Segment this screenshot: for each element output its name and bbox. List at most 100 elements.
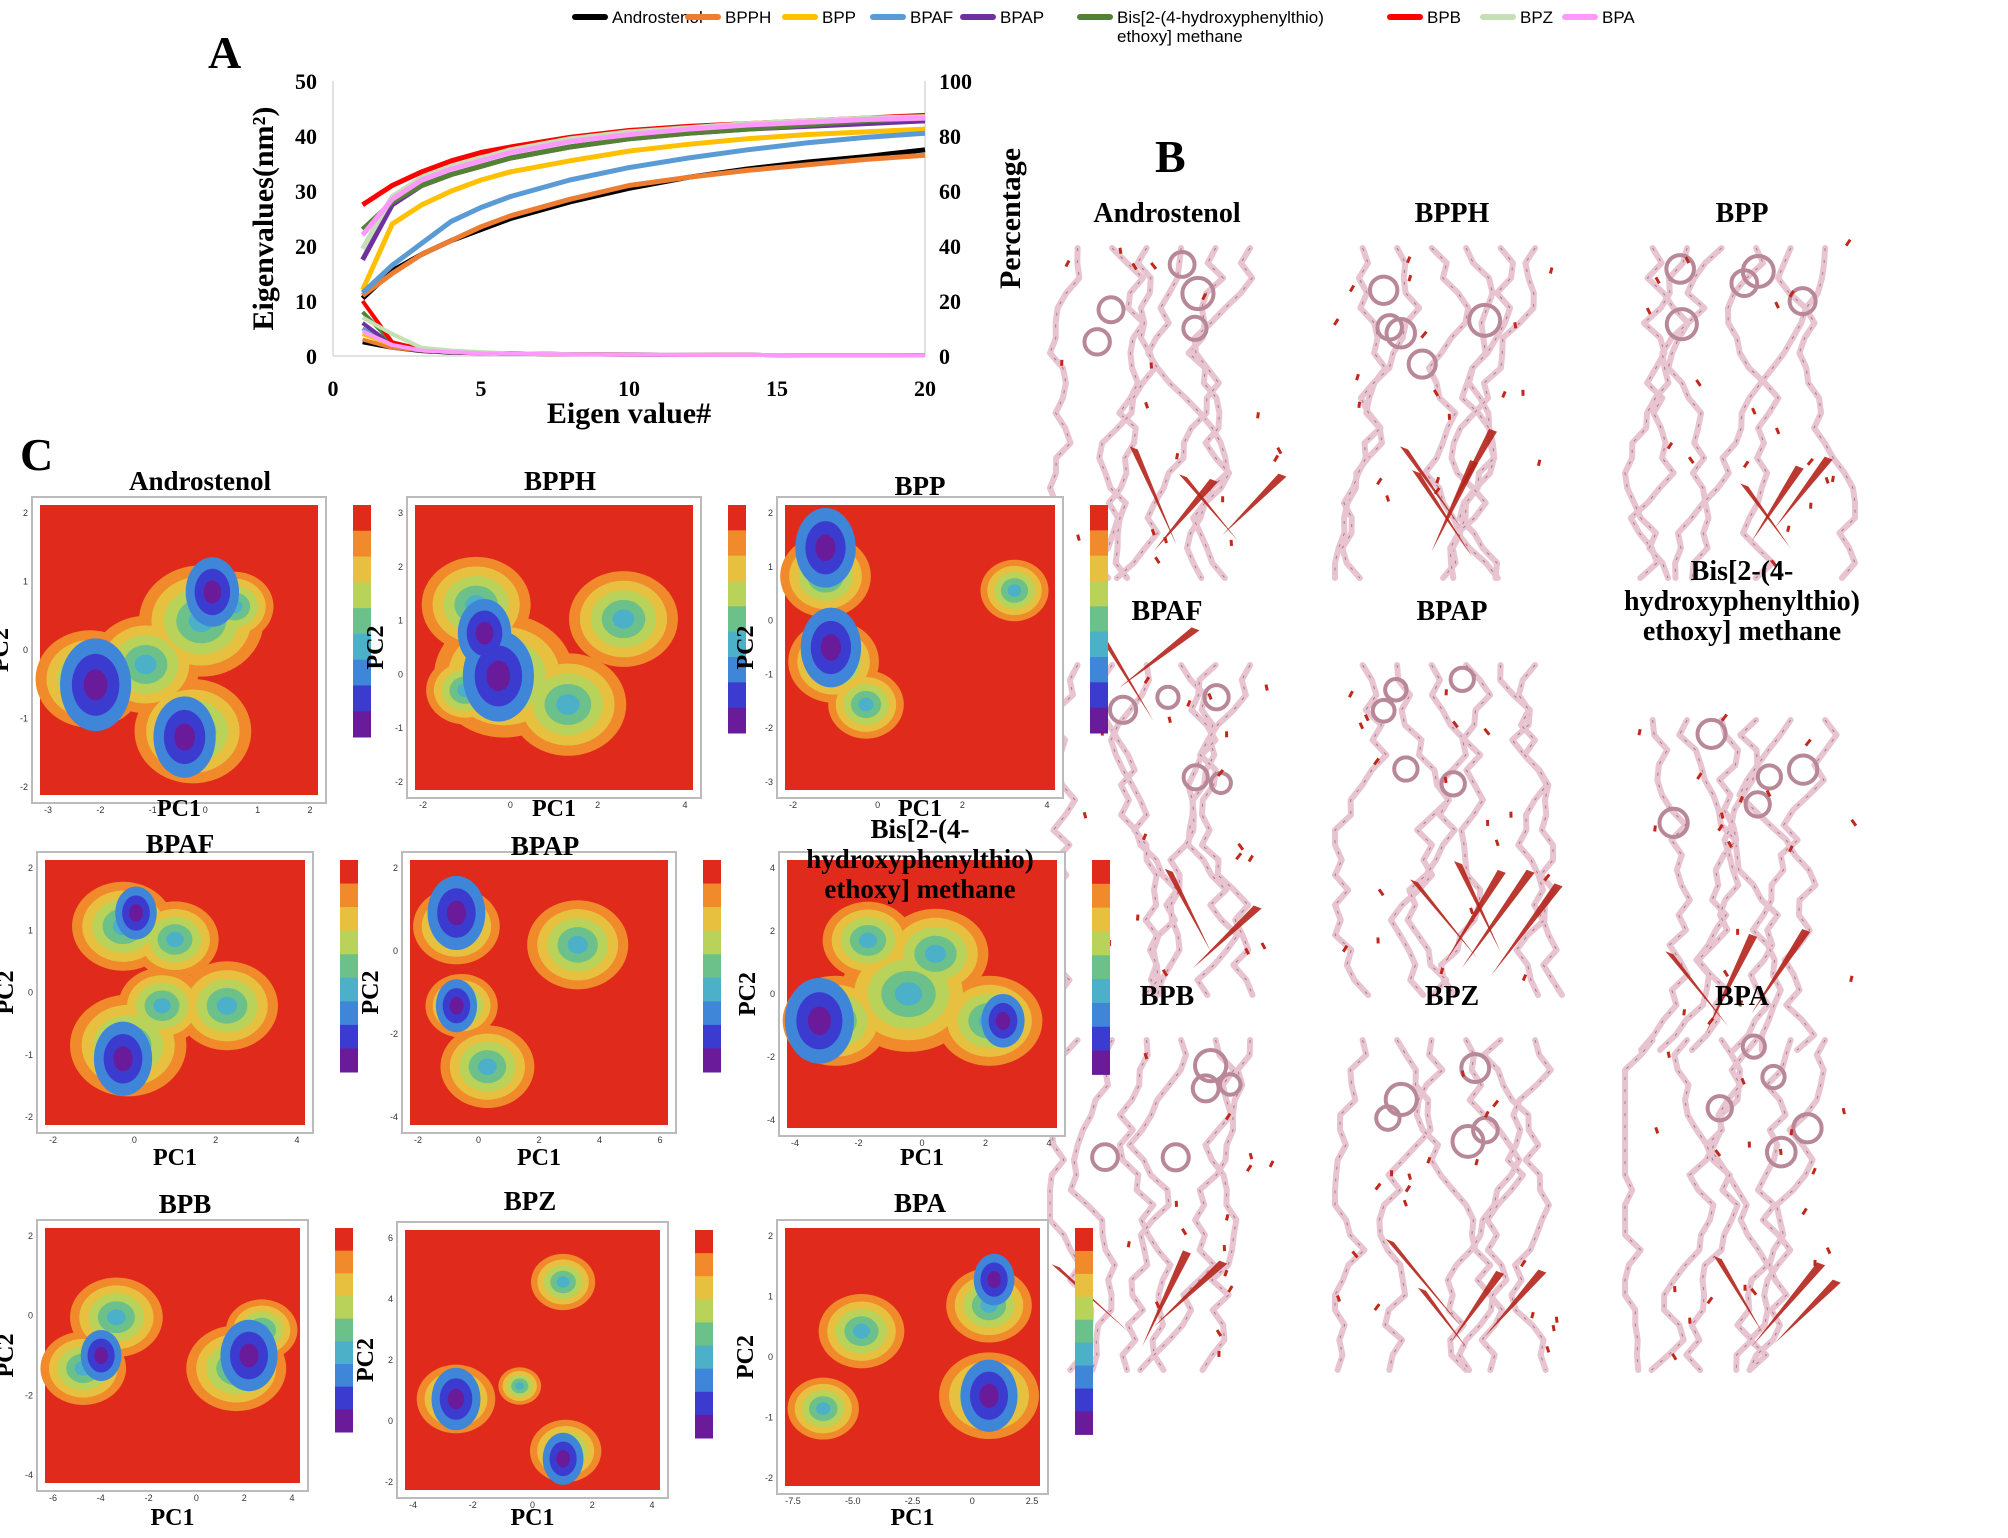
pc2-label: PC2 xyxy=(733,1335,759,1379)
structure-title: BPZ xyxy=(1425,981,1479,1012)
energy-contour xyxy=(557,1276,570,1287)
y-tick-label: -2 xyxy=(390,1029,398,1039)
colorbar-segment xyxy=(1090,708,1108,734)
x-tick-label: 2 xyxy=(536,1135,541,1145)
y-tick-label: 2 xyxy=(768,1231,773,1241)
energy-contour xyxy=(476,622,494,645)
colorbar-segment xyxy=(695,1322,713,1346)
colorbar-segment xyxy=(703,1001,721,1025)
motion-mark xyxy=(1278,448,1281,454)
motion-mark xyxy=(1721,813,1723,819)
colorbar-segment xyxy=(728,581,746,607)
motion-mark xyxy=(1851,976,1852,982)
y-right-tick-label: 100 xyxy=(939,69,972,94)
pc1-label: PC1 xyxy=(517,1145,561,1171)
x-tick-label: 4 xyxy=(597,1135,602,1145)
structure-title: BPPH xyxy=(1415,198,1490,229)
legend-label-bpp: BPP xyxy=(822,8,856,27)
colorbar-segment xyxy=(340,931,358,955)
energy-contour xyxy=(556,694,579,715)
motion-mark xyxy=(1813,1168,1816,1174)
energy-contour xyxy=(979,1384,998,1408)
motion-mark xyxy=(1084,812,1086,818)
energy-contour xyxy=(450,997,464,1015)
legend-label-bpph: BPPH xyxy=(725,8,771,27)
y-tick-label: 1 xyxy=(768,562,773,572)
helix-coil xyxy=(1157,687,1178,708)
protein-backbone xyxy=(1500,665,1562,995)
colorbar-segment xyxy=(1092,860,1110,884)
motion-mark xyxy=(1806,740,1811,746)
structure-title: BPAF xyxy=(1131,596,1202,627)
y-tick-label: 0 xyxy=(770,989,775,999)
x-tick-label: 2 xyxy=(242,1493,247,1503)
motion-mark xyxy=(1151,263,1156,269)
colorbar-segment xyxy=(695,1299,713,1323)
motion-mark xyxy=(1146,402,1148,408)
legend-label-bpz: BPZ xyxy=(1520,8,1553,27)
motion-mark xyxy=(1493,1101,1498,1107)
y-tick-label: 0 xyxy=(23,645,28,655)
motion-mark xyxy=(1808,459,1813,465)
motion-mark xyxy=(1152,529,1154,535)
colorbar-segment xyxy=(1090,556,1108,582)
y-tick-label: -2 xyxy=(395,777,403,787)
y-tick-label: -2 xyxy=(25,1390,33,1400)
x-tick-label: 0 xyxy=(328,376,339,401)
x-tick-label: 20 xyxy=(914,376,936,401)
protein-backbone xyxy=(1148,248,1227,578)
colorbar-segment xyxy=(695,1346,713,1370)
colorbar-segment xyxy=(1090,581,1108,607)
motion-mark xyxy=(1656,1127,1658,1133)
colorbar-segment xyxy=(1090,530,1108,556)
colorbar-segment xyxy=(695,1369,713,1393)
x-tick-label: -3 xyxy=(44,805,52,815)
y-tick-label: -1 xyxy=(20,714,28,724)
motion-mark xyxy=(1066,261,1069,267)
colorbar-segment xyxy=(703,954,721,978)
pc1-label: PC1 xyxy=(151,1505,195,1531)
motion-mark xyxy=(1441,968,1443,974)
colorbar-segment xyxy=(1090,682,1108,708)
x-tick-label: -2 xyxy=(469,1500,477,1510)
motion-mark xyxy=(1376,1184,1381,1190)
motion-mark xyxy=(1655,826,1656,832)
colorbar-segment xyxy=(1092,908,1110,932)
legend-label-bpb: BPB xyxy=(1427,8,1461,27)
x-tick-label: 5 xyxy=(476,376,487,401)
x-tick-label: -2 xyxy=(49,1135,57,1145)
x-tick-label: 2 xyxy=(983,1138,988,1148)
colorbar-segment xyxy=(1075,1228,1093,1251)
motion-mark xyxy=(1143,834,1146,840)
protein-backbone-shade xyxy=(1625,1040,1653,1370)
plot-title: BPAP xyxy=(511,831,580,861)
y-tick-label: -1 xyxy=(765,1413,773,1423)
motion-mark xyxy=(1708,1297,1712,1303)
motion-mark xyxy=(1128,1241,1129,1247)
colorbar-segment xyxy=(703,907,721,931)
y-tick-label: 1 xyxy=(398,616,403,626)
motion-mark xyxy=(1826,477,1828,483)
motion-mark xyxy=(1350,285,1354,291)
energy-contour xyxy=(487,661,511,691)
colorbar-segment xyxy=(703,884,721,908)
colorbar-segment xyxy=(353,505,371,531)
helix-coil xyxy=(1084,329,1109,354)
helix-coil xyxy=(1386,1084,1417,1115)
motion-mark xyxy=(1120,248,1121,254)
energy-contour xyxy=(129,904,143,922)
protein-backbone xyxy=(1335,1040,1366,1370)
colorbar-segment xyxy=(1092,931,1110,955)
motion-mark xyxy=(1852,820,1856,826)
motion-mark xyxy=(1428,1157,1430,1163)
motion-mark xyxy=(1217,1330,1221,1336)
percentage-line-bpp xyxy=(363,129,925,290)
motion-mark xyxy=(1250,1153,1252,1159)
y-tick-label: 1 xyxy=(23,577,28,587)
protein-backbone xyxy=(1625,1040,1653,1370)
motion-mark xyxy=(1359,402,1360,408)
motion-mark xyxy=(1188,700,1190,706)
helix-coil xyxy=(1370,277,1397,304)
